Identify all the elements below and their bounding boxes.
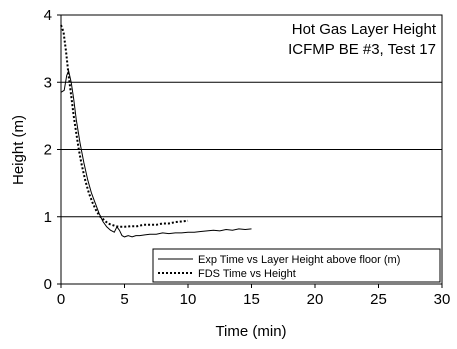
series-line-exp xyxy=(60,69,252,238)
x-axis-label: Time (min) xyxy=(215,323,286,340)
x-tick-label-5: 25 xyxy=(370,291,387,308)
chart-subtitle: ICFMP BE #3, Test 17 xyxy=(288,41,436,58)
axis-ticks: 0 1 2 3 4 0 5 10 15 20 25 30 xyxy=(44,7,451,308)
y-tick-label-4: 4 xyxy=(44,7,52,24)
x-tick-label-4: 20 xyxy=(307,291,324,308)
legend-label-fds: FDS Time vs Height xyxy=(198,268,296,280)
legend-label-exp: Exp Time vs Layer Height above floor (m) xyxy=(198,254,400,266)
legend: Exp Time vs Layer Height above floor (m)… xyxy=(152,248,441,283)
y-axis-label: Height (m) xyxy=(10,115,27,185)
y-tick-label-0: 0 xyxy=(44,276,52,293)
gridlines xyxy=(61,81,442,218)
x-tick-label-1: 5 xyxy=(120,291,128,308)
y-tick-label-3: 3 xyxy=(44,74,52,91)
series-group xyxy=(60,24,252,238)
chart-title: Hot Gas Layer Height xyxy=(292,21,437,38)
legend-box xyxy=(152,248,441,283)
y-tick-label-1: 1 xyxy=(44,209,52,226)
x-tick-label-6: 30 xyxy=(434,291,451,308)
x-tick-label-2: 10 xyxy=(180,291,197,308)
x-tick-label-3: 15 xyxy=(243,291,260,308)
x-tick-label-0: 0 xyxy=(57,291,65,308)
y-tick-label-2: 2 xyxy=(44,142,52,159)
series-line-fds xyxy=(60,24,189,228)
